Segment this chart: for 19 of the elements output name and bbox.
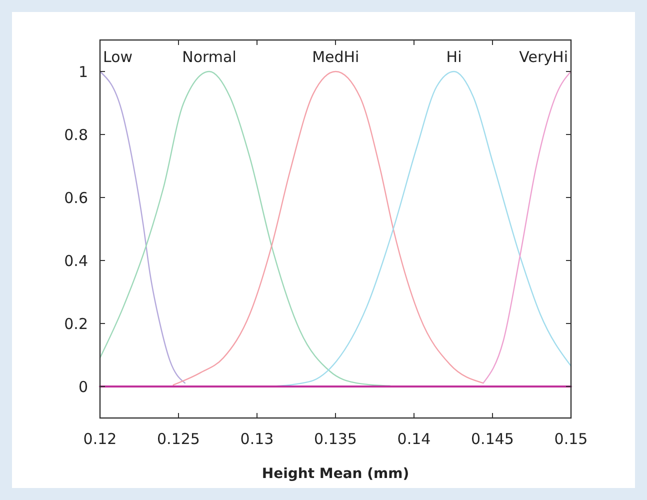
y-tick-label: 1	[78, 62, 88, 81]
x-tick-label: 0.12	[83, 430, 117, 448]
y-tick-label: 0	[78, 378, 88, 396]
y-tick-label: 0.4	[64, 252, 88, 270]
x-tick-label: 0.15	[554, 430, 588, 448]
x-tick-label: 0.14	[397, 430, 431, 448]
y-tick-label: 0.8	[64, 126, 88, 144]
series-label: MedHi	[312, 48, 360, 66]
y-tick-label: 0.6	[64, 188, 88, 207]
y-tick-label: 0.2	[64, 314, 88, 333]
series-label: Low	[103, 48, 133, 66]
x-axis-title: Height Mean (mm)	[262, 466, 410, 482]
x-tick-label: 0.125	[157, 430, 200, 448]
series-label: Hi	[446, 48, 462, 66]
series-label: VeryHi	[519, 48, 568, 66]
series-label: Normal	[182, 48, 236, 66]
x-tick-label: 0.135	[314, 430, 357, 448]
x-tick-label: 0.145	[471, 430, 514, 448]
x-tick-label: 0.13	[240, 430, 274, 448]
